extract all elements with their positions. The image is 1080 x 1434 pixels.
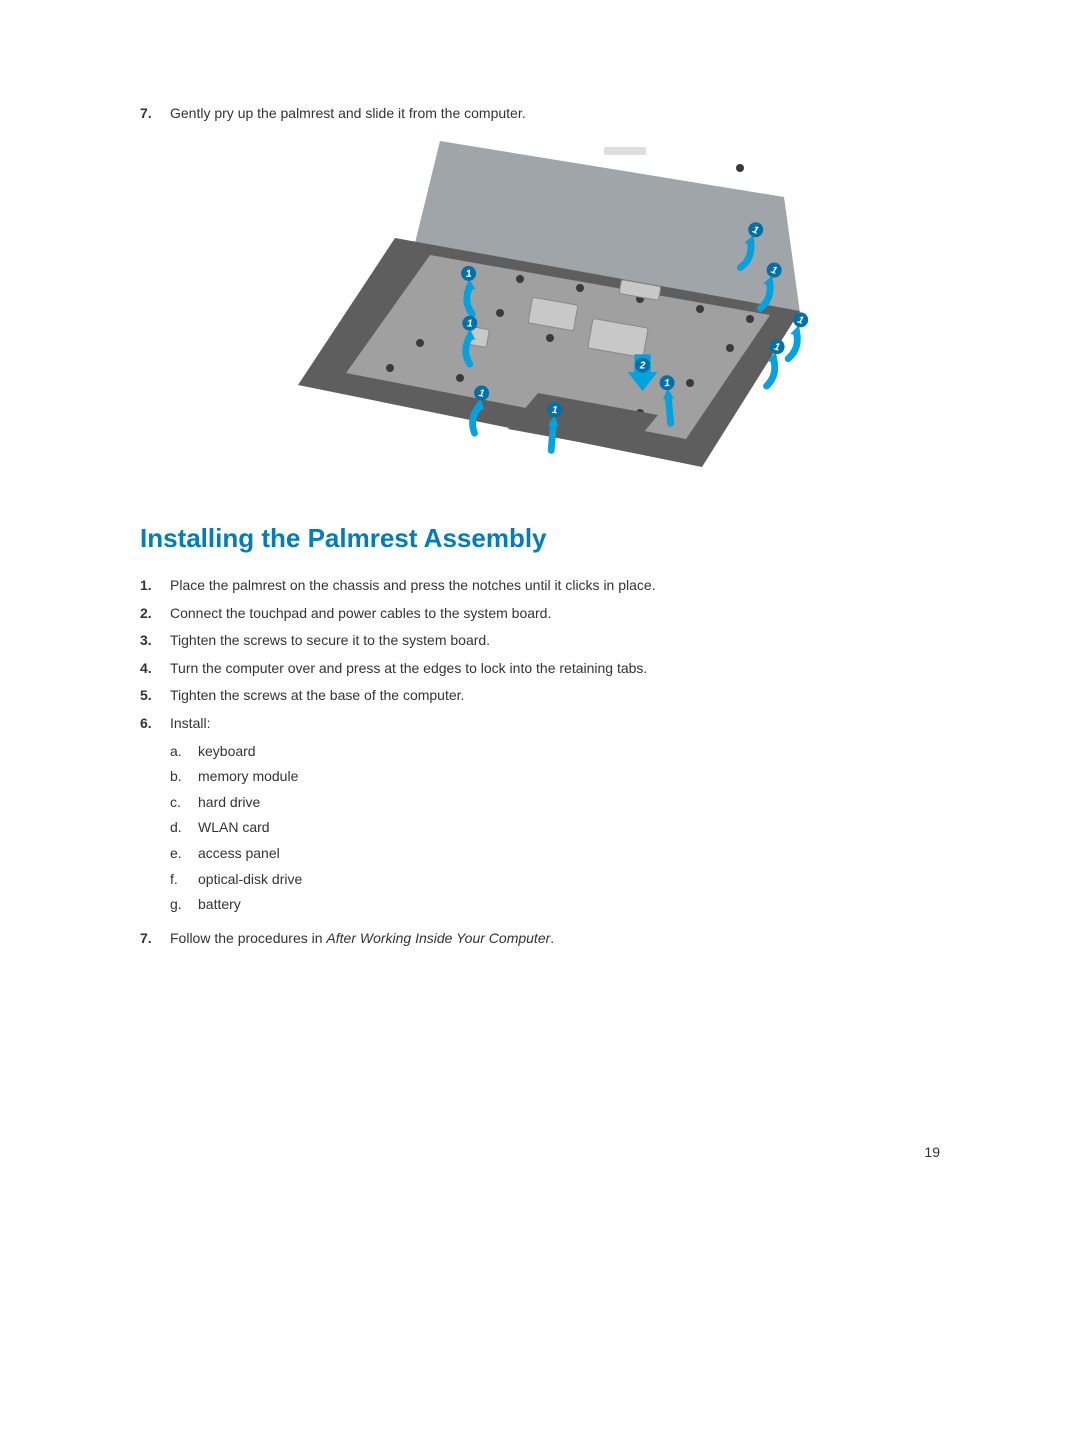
install-substep: hard drive [170, 793, 940, 813]
install-step: Install:keyboardmemory modulehard driveW… [140, 714, 940, 921]
top-step-number: 7. [140, 105, 170, 121]
install-step: Place the palmrest on the chassis and pr… [140, 576, 940, 596]
install-substep: memory module [170, 767, 940, 787]
italic-ref: After Working Inside Your Computer [326, 930, 550, 946]
install-steps-list: Place the palmrest on the chassis and pr… [140, 576, 940, 948]
top-step-text: Gently pry up the palmrest and slide it … [170, 105, 940, 121]
install-step: Tighten the screws at the base of the co… [140, 686, 940, 706]
palmrest-illustration: 1111111112 [270, 133, 810, 493]
brand-strip [604, 147, 646, 155]
install-substep: optical-disk drive [170, 870, 940, 890]
install-step: Tighten the screws to secure it to the s… [140, 631, 940, 651]
install-step: Turn the computer over and press at the … [140, 659, 940, 679]
install-step: Connect the touchpad and power cables to… [140, 604, 940, 624]
top-step: 7. Gently pry up the palmrest and slide … [140, 105, 940, 121]
install-step: Follow the procedures in After Working I… [140, 929, 940, 949]
install-substep: access panel [170, 844, 940, 864]
install-substeps: keyboard memory module hard drive WLAN card… [170, 742, 940, 915]
page-number: 19 [924, 1144, 940, 1160]
svg-text:1: 1 [467, 319, 473, 330]
svg-text:2: 2 [639, 361, 646, 372]
install-substep: battery [170, 895, 940, 915]
install-substep: keyboard [170, 742, 940, 762]
install-substep: WLAN card [170, 818, 940, 838]
section-heading: Installing the Palmrest Assembly [140, 523, 940, 554]
